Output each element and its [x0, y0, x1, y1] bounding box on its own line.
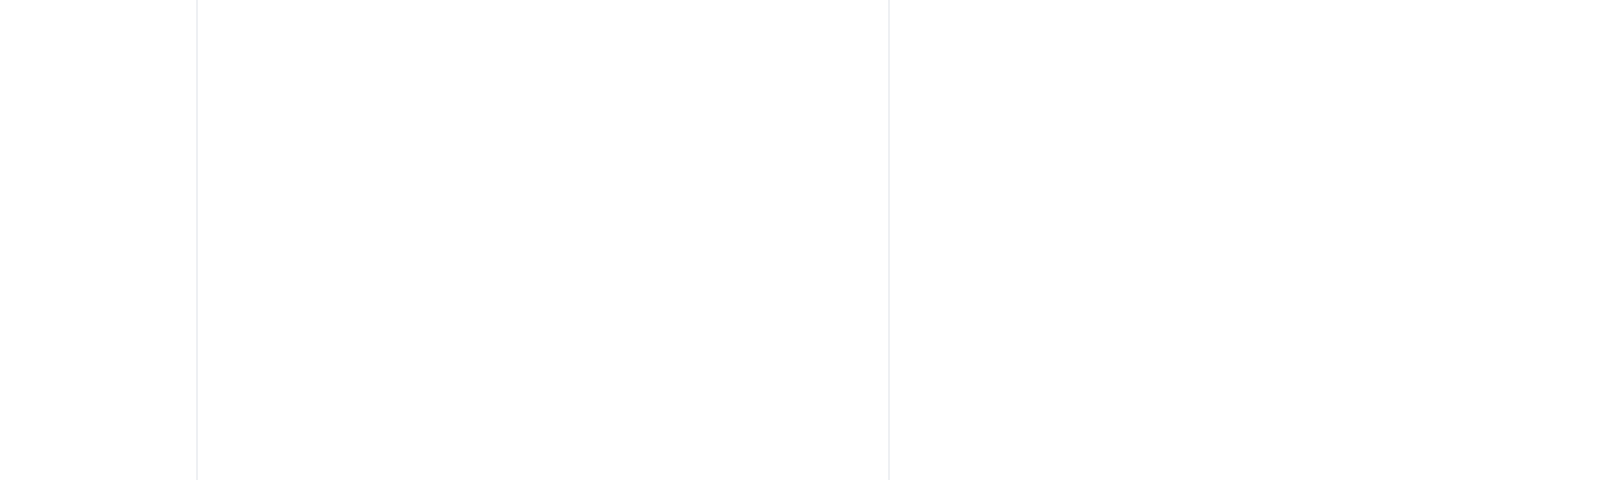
- page: (() => { const data = JSON.parse(documen…: [196, 0, 890, 480]
- chart: [196, 0, 890, 480]
